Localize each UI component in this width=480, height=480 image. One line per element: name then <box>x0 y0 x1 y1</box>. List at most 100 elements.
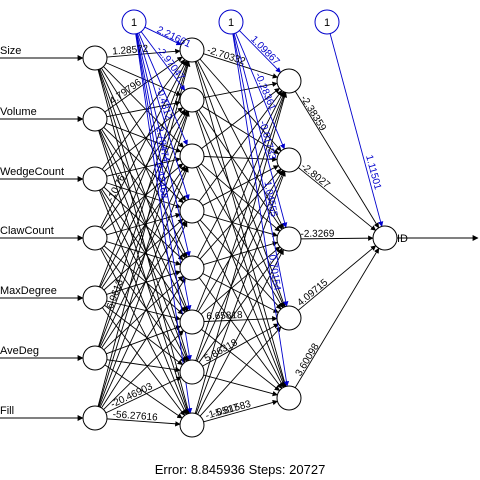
weight-label-output: -2.8027 <box>299 161 333 191</box>
weight-label-output: -2.38359 <box>298 94 328 134</box>
weight-edge <box>103 186 184 261</box>
weight-label-bias: 1.11501 <box>363 154 383 191</box>
bias-edge <box>136 33 191 257</box>
weight-label-bias: 1.04555 <box>261 180 279 218</box>
weight-edge <box>203 315 278 322</box>
bias-node <box>314 9 340 35</box>
weight-edge <box>294 91 380 229</box>
bias-node <box>121 9 147 35</box>
weight-edge <box>98 189 189 415</box>
weight-edge <box>197 60 284 229</box>
weight-edge <box>195 61 286 308</box>
weight-edge <box>203 399 278 423</box>
weight-edge <box>103 218 184 291</box>
input-label: AveDeg <box>0 345 39 357</box>
weight-edge <box>98 69 189 312</box>
input-node <box>82 106 108 132</box>
weight-edge <box>197 91 284 258</box>
hidden-node-layer1 <box>179 309 205 335</box>
weight-edge <box>101 188 186 313</box>
hidden-node-layer2 <box>276 226 302 252</box>
input-node <box>82 45 108 71</box>
bias-edge <box>329 33 384 227</box>
weight-label-bias: 0.42468 <box>153 162 169 200</box>
weight-edge <box>202 165 279 206</box>
weight-edge <box>300 235 374 241</box>
weight-edge <box>198 248 283 363</box>
weight-label-hidden: -2.70332 <box>206 45 247 68</box>
weight-edge <box>101 128 186 259</box>
weight-edge <box>106 325 182 355</box>
weight-label-hidden: 6.65818 <box>206 310 243 322</box>
weight-edge <box>106 182 182 209</box>
bias-edge <box>232 33 289 307</box>
weight-edge <box>298 167 377 231</box>
input-node <box>82 225 108 251</box>
bias-edge <box>135 33 192 361</box>
bias-edge <box>235 32 285 150</box>
weight-edge <box>194 92 288 414</box>
bias-edges <box>135 26 384 414</box>
weight-edge <box>104 304 183 366</box>
weight-edge <box>199 326 282 417</box>
weight-edge <box>196 91 286 312</box>
weight-edge <box>106 157 181 177</box>
weight-edge <box>199 219 282 310</box>
hidden-node-layer2 <box>276 305 302 331</box>
weight-label-bias: 2.78474 <box>153 125 171 163</box>
weight-edge <box>99 68 188 258</box>
weight-edge <box>103 126 184 204</box>
hidden-node-layer1 <box>179 87 205 113</box>
weight-edge <box>203 374 278 397</box>
weight-edge <box>203 213 278 237</box>
weight-edge <box>195 91 287 361</box>
weight-edge <box>202 323 279 367</box>
weight-edge <box>101 67 186 202</box>
bias-edge <box>140 31 186 91</box>
weight-edge <box>106 212 181 236</box>
weight-edge <box>101 165 186 289</box>
weight-edge <box>106 100 181 118</box>
weight-edge <box>197 249 284 415</box>
weight-label-output: 4.09715 <box>295 277 330 309</box>
weight-edge <box>195 111 287 388</box>
input-label: MaxDegree <box>0 285 57 297</box>
weight-edge <box>197 166 284 309</box>
hidden-node-layer1 <box>179 412 205 438</box>
weight-edge <box>105 376 182 414</box>
weight-label-bias: 1.09867 <box>248 34 281 68</box>
weight-edge <box>198 277 283 389</box>
hidden-node-layer2 <box>276 68 302 94</box>
weight-edge <box>99 189 188 362</box>
hidden-node-layer2 <box>276 147 302 173</box>
weight-edge <box>97 69 191 414</box>
weight-edge <box>201 87 280 150</box>
weight-edges <box>0 48 479 427</box>
weight-edge <box>103 275 184 351</box>
output-label: ID <box>397 233 408 245</box>
weight-edge <box>195 170 286 414</box>
weight-edge <box>106 270 182 295</box>
weight-label-input: -10.76 <box>105 173 128 204</box>
hidden-node-layer2 <box>276 385 302 411</box>
weight-label-hidden: 5.86318 <box>203 337 240 364</box>
input-label: WedgeCount <box>0 166 64 178</box>
weight-label-output: -2.3269 <box>300 229 334 240</box>
bias-edge <box>144 26 182 46</box>
weight-edge <box>104 107 184 172</box>
bias-node-label: 1 <box>131 17 137 29</box>
weight-edge <box>98 166 189 407</box>
input-label: ClawCount <box>0 225 54 237</box>
input-node <box>82 345 108 371</box>
weight-edge <box>199 58 282 152</box>
bias-node <box>218 9 244 35</box>
weight-edge <box>201 329 280 391</box>
bias-edge <box>239 30 281 73</box>
bias-edge <box>233 33 288 228</box>
network-nodes: Size Volume WedgeCount ClawCount MaxDegree Av… <box>0 9 408 438</box>
weight-edge <box>106 359 181 373</box>
input-label: Volume <box>0 106 37 118</box>
weight-edge <box>98 60 189 287</box>
input-label: Fill <box>0 405 14 417</box>
weight-edge <box>100 248 187 415</box>
